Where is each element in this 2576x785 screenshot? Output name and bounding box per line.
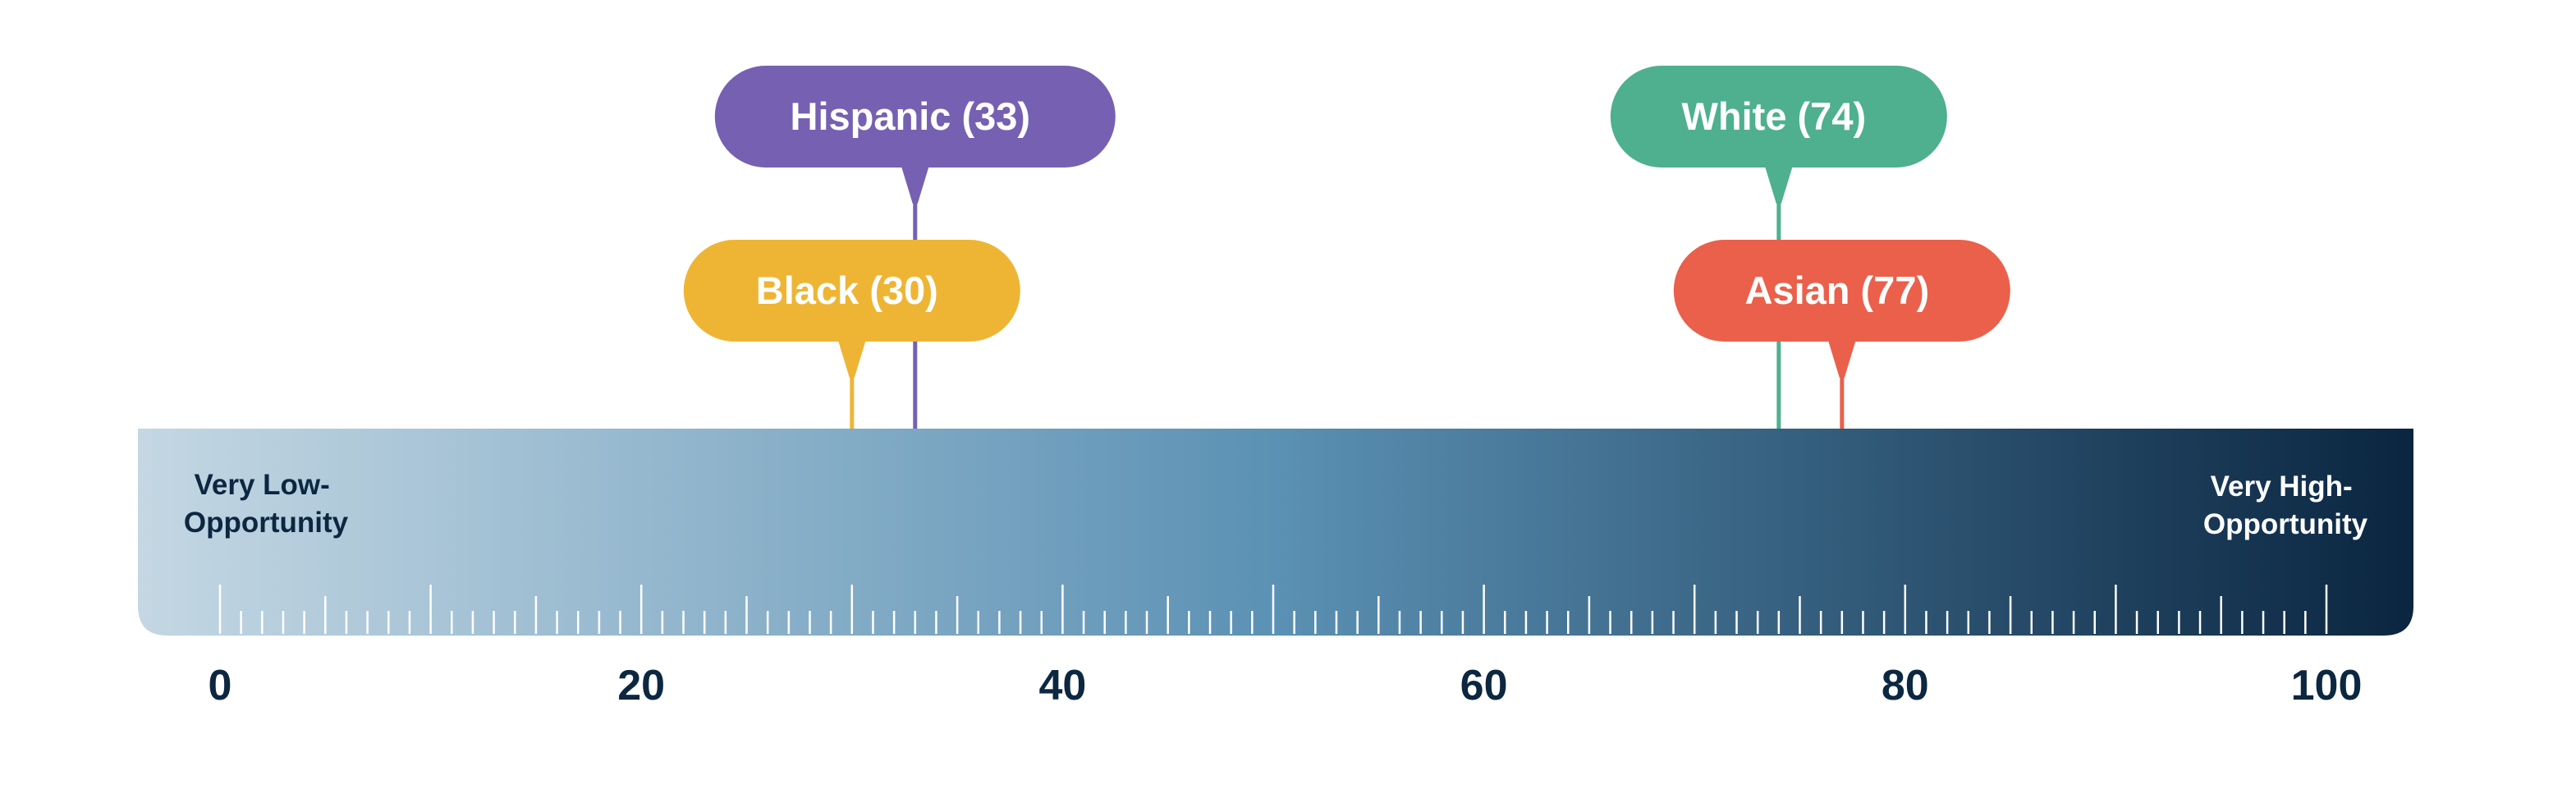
- tick-label: 60: [1460, 662, 1508, 709]
- tick-label: 0: [209, 662, 232, 709]
- marker-pointer: [1827, 340, 1856, 378]
- right-end-label-line-1: Very High-: [2211, 471, 2353, 503]
- tick-label: 20: [617, 662, 665, 709]
- left-end-label-line-2: Opportunity: [184, 507, 349, 539]
- scale-ticks: [218, 585, 2328, 634]
- marker-pill: Asian (77): [1673, 240, 2010, 378]
- marker-pills: Hispanic (33) Black (30) White (74) Asian (…: [683, 66, 2010, 378]
- tick-label: 80: [1882, 662, 1929, 709]
- marker-label: Asian (77): [1744, 269, 1929, 312]
- marker-pill: Hispanic (33): [714, 66, 1116, 204]
- right-end-label-line-2: Opportunity: [2203, 508, 2368, 540]
- scale-bar: [138, 429, 2413, 636]
- tick-label: 40: [1038, 662, 1086, 709]
- marker-pointer: [837, 340, 866, 378]
- marker-pill-body: [1610, 66, 1947, 168]
- marker-pill-body: [714, 66, 1116, 168]
- marker-pointer: [901, 166, 929, 204]
- left-end-label-line-1: Very Low-: [194, 469, 329, 501]
- marker-label: Hispanic (33): [791, 94, 1031, 138]
- marker-pointer: [1764, 166, 1793, 204]
- marker-pill: White (74): [1610, 66, 1947, 204]
- marker-label: White (74): [1682, 94, 1867, 138]
- tick-label: 100: [2291, 662, 2363, 709]
- left-end-label: Very Low- Opportunity: [184, 469, 349, 539]
- marker-pill: Black (30): [683, 240, 1020, 378]
- right-end-label: Very High- Opportunity: [2203, 471, 2368, 540]
- marker-pill-body: [1673, 240, 2010, 342]
- marker-label: Black (30): [756, 269, 938, 312]
- marker-pill-body: [683, 240, 1020, 342]
- axis-tick-labels: 0 20 40 60 80 100: [209, 662, 2363, 709]
